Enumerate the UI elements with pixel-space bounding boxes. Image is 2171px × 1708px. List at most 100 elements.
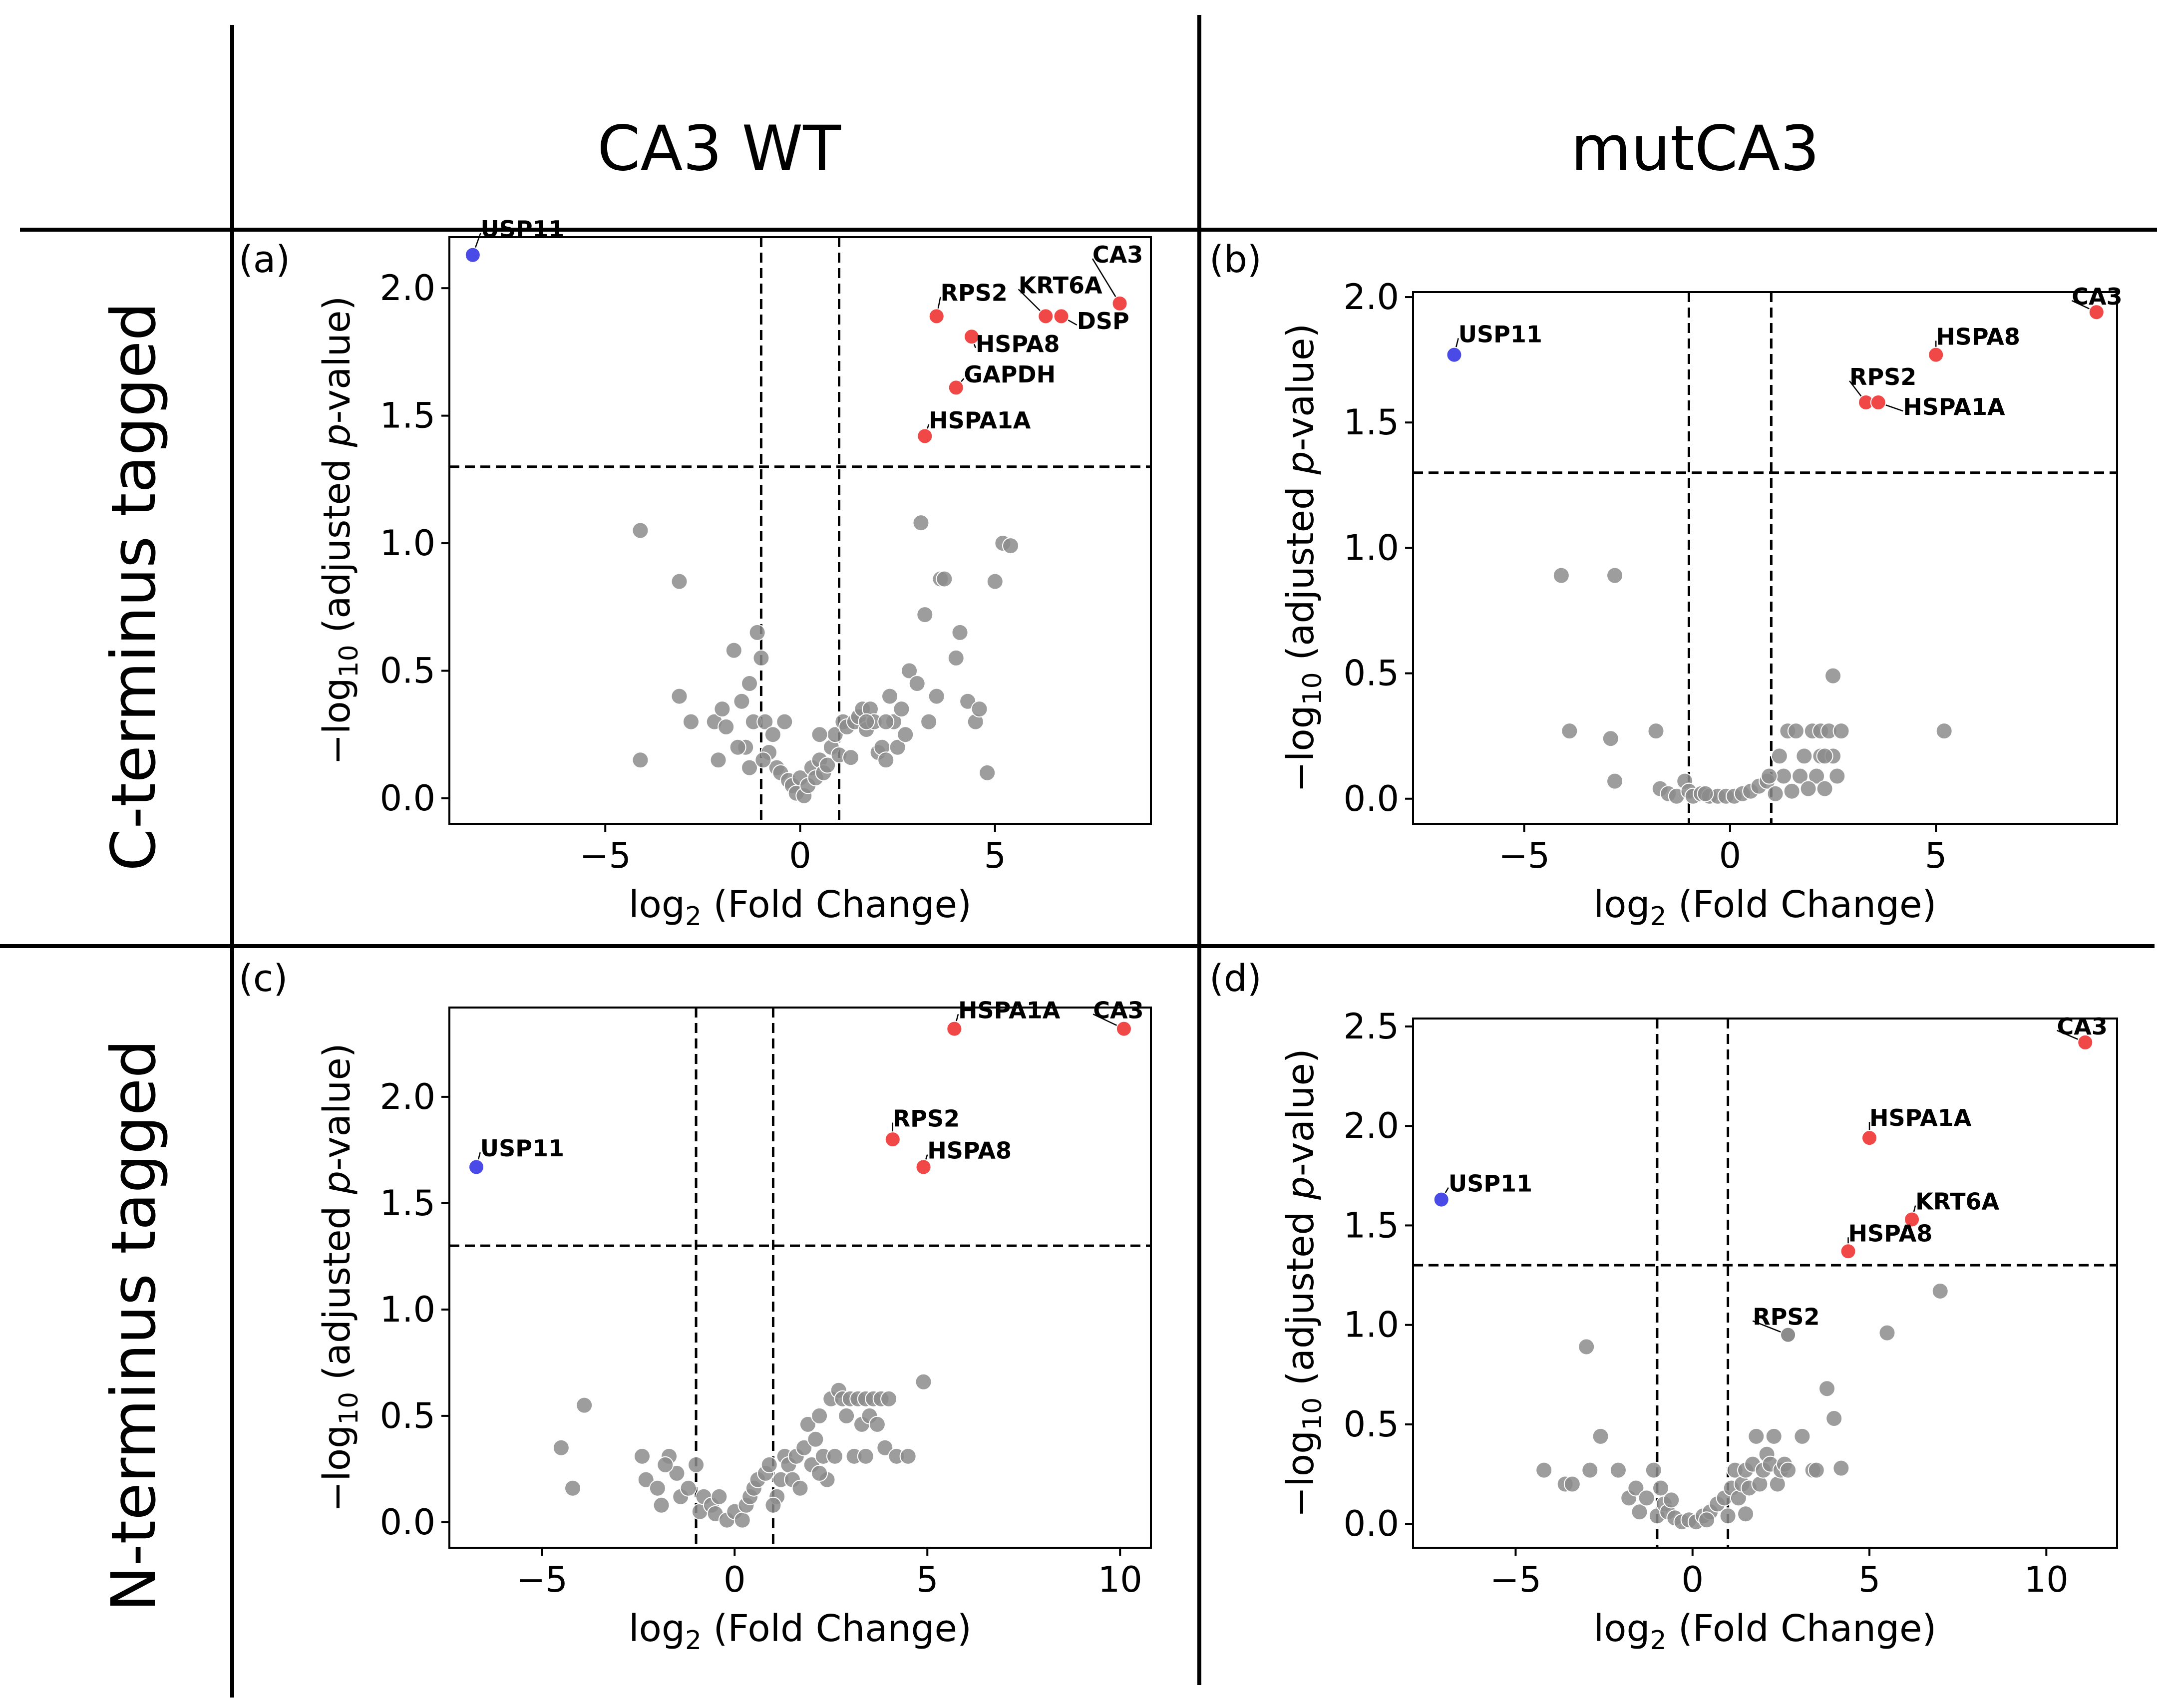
- data-point: [1647, 722, 1665, 740]
- y-tick-label: 2.0: [380, 268, 435, 309]
- gene-label: DSP: [1077, 308, 1129, 335]
- data-point: [807, 1430, 824, 1448]
- highlight-point: [928, 308, 945, 325]
- data-point: [959, 692, 977, 710]
- data-point: [1652, 1479, 1669, 1497]
- x-tick-label: −5: [1490, 1559, 1541, 1600]
- data-point: [811, 1407, 828, 1424]
- gene-label: CA3: [1093, 997, 1143, 1024]
- y-tick-label: 1.0: [1344, 527, 1399, 568]
- data-point: [819, 756, 836, 774]
- y-tick-label: 1.0: [380, 1289, 435, 1330]
- data-point: [718, 718, 735, 735]
- data-point: [1800, 780, 1817, 797]
- x-tick-label: −5: [516, 1559, 568, 1600]
- y-axis-label: −log10 (adjusted p-value): [316, 1043, 364, 1512]
- data-point: [748, 624, 766, 641]
- data-point: [1775, 767, 1793, 785]
- x-tick-label: −5: [580, 835, 631, 876]
- data-point: [897, 726, 914, 743]
- data-point: [899, 1447, 917, 1465]
- data-point: [1592, 1427, 1609, 1445]
- data-point: [552, 1439, 570, 1456]
- data-point: [901, 662, 918, 680]
- gene-label: RPS2: [893, 1105, 960, 1132]
- highlight-point: [1840, 1243, 1856, 1260]
- data-point: [1824, 667, 1842, 684]
- gene-label: CA3: [2057, 1013, 2108, 1040]
- data-point: [877, 751, 895, 769]
- highlight-point: [1870, 394, 1886, 411]
- x-tick-label: 5: [1858, 1559, 1881, 1600]
- y-tick-label: 2.0: [1344, 277, 1399, 318]
- data-point: [729, 738, 746, 756]
- data-point: [1002, 537, 1019, 555]
- data-point: [682, 713, 700, 730]
- highlight-point: [1433, 1191, 1449, 1208]
- data-point: [1767, 785, 1784, 802]
- gene-label: CA3: [2072, 283, 2122, 310]
- data-point: [936, 570, 953, 588]
- data-point: [986, 573, 1004, 590]
- x-tick-label: 0: [789, 835, 811, 876]
- data-point: [951, 624, 969, 641]
- data-point: [979, 764, 996, 781]
- gene-label: USP11: [480, 1135, 564, 1162]
- gene-label: KRT6A: [1915, 1188, 1999, 1215]
- gene-label: CA3: [1092, 241, 1143, 268]
- data-point: [1663, 1491, 1680, 1509]
- data-point: [1627, 1479, 1645, 1497]
- y-tick-label: 1.5: [1344, 402, 1399, 443]
- row-header-c-terminus: C-terminus tagged: [98, 302, 169, 871]
- x-tick-label: 0: [1681, 1559, 1704, 1600]
- data-point: [1581, 1461, 1599, 1479]
- panel-b: (b) USP11 CA3 HSPA8 RPS2 HSPA1A −5 0 5 0.0 0.5 1.0 1…: [1209, 238, 2123, 932]
- data-point: [811, 1464, 828, 1482]
- data-point: [1878, 1324, 1896, 1342]
- highlight-point: [2077, 1034, 2094, 1050]
- data-point: [1698, 1511, 1716, 1529]
- column-header-mut: mutCA3: [1571, 113, 1819, 185]
- y-tick-label: 0.5: [380, 1395, 435, 1436]
- data-point: [710, 751, 727, 769]
- data-point: [633, 1447, 651, 1465]
- gene-label: RPS2: [1753, 1304, 1819, 1331]
- data-point: [1796, 747, 1813, 765]
- data-point: [799, 1415, 816, 1433]
- data-point: [1631, 1503, 1648, 1521]
- x-tick-label: 5: [984, 835, 1007, 876]
- data-point: [1748, 1427, 1765, 1445]
- gene-label: GAPDH: [964, 361, 1056, 388]
- data-point: [1751, 1475, 1769, 1493]
- data-point: [1609, 1461, 1627, 1479]
- data-point: [1808, 767, 1825, 785]
- data-point: [1737, 1505, 1755, 1523]
- data-point: [1602, 730, 1619, 747]
- highlight-point: [1780, 1327, 1797, 1343]
- data-point: [653, 1496, 670, 1514]
- highlight-point: [1115, 1021, 1132, 1037]
- highlight-point: [1111, 295, 1128, 312]
- gene-label: HSPA1A: [1869, 1104, 1972, 1131]
- highlight-point: [1928, 346, 1944, 363]
- data-point: [680, 1479, 697, 1497]
- data-point: [1606, 772, 1624, 790]
- table-grid: [0, 15, 2157, 1698]
- data-point: [1771, 747, 1788, 765]
- highlight-point: [2088, 304, 2105, 321]
- data-point: [1535, 1461, 1553, 1479]
- gene-label: USP11: [480, 216, 564, 243]
- data-point: [881, 687, 899, 705]
- data-point: [576, 1396, 593, 1414]
- data-point: [1783, 782, 1801, 800]
- data-point: [1828, 767, 1846, 785]
- x-tick-label: 0: [724, 1559, 746, 1600]
- y-tick-label: 0.5: [1344, 653, 1399, 694]
- data-point: [1606, 567, 1624, 584]
- label-leader-line: [1091, 258, 1120, 304]
- data-point: [1794, 1427, 1811, 1445]
- gene-label: RPS2: [941, 280, 1008, 307]
- data-point: [754, 751, 772, 769]
- data-point: [776, 713, 793, 730]
- data-point: [1638, 1489, 1655, 1507]
